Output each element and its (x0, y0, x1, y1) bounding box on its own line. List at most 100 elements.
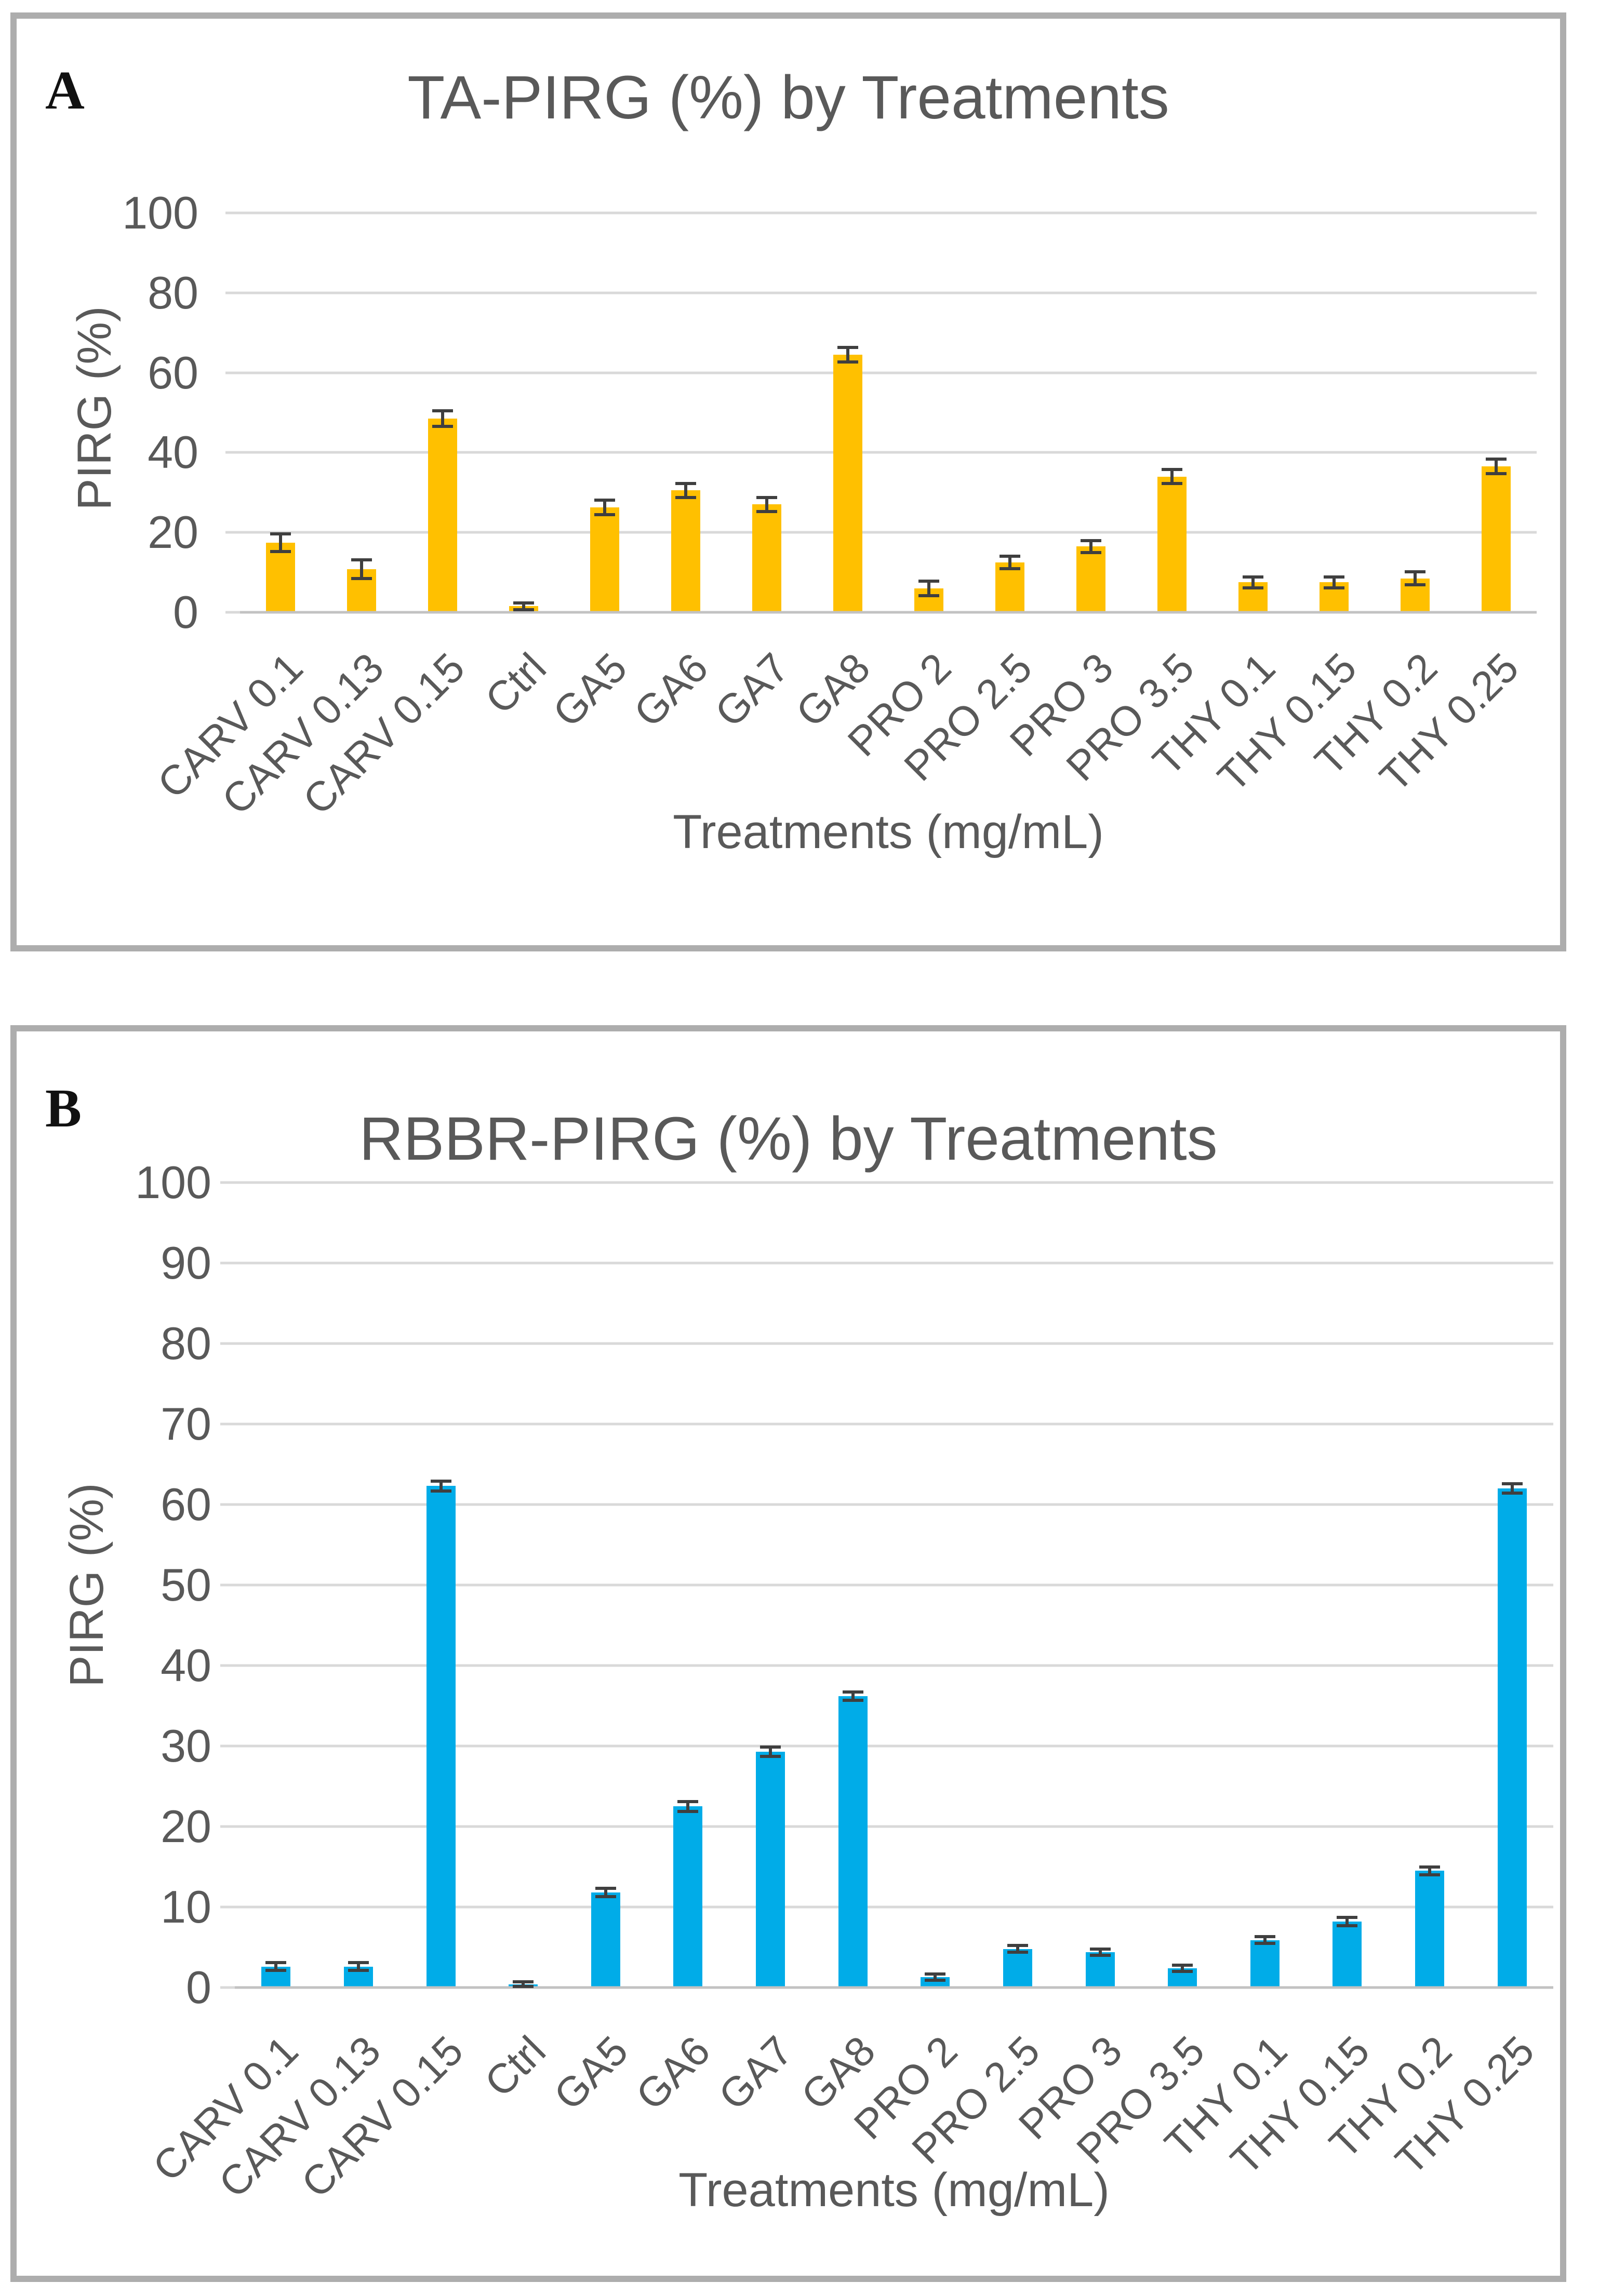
error-bar (522, 603, 525, 610)
y-tick-mark (220, 1744, 235, 1748)
error-bar-cap (595, 1895, 616, 1898)
error-bar-cap (594, 513, 615, 516)
error-bar-cap (1405, 583, 1425, 586)
error-bar-cap (270, 532, 291, 536)
y-tick-label: 20 (161, 1801, 211, 1852)
error-bar-cap (1501, 1492, 1523, 1495)
gridline (235, 1744, 1553, 1748)
error-bar-cap (925, 1979, 946, 1982)
gridline (235, 1664, 1553, 1667)
error-bar (1089, 540, 1092, 553)
y-tick-label: 60 (148, 346, 198, 398)
error-bar-cap (925, 1972, 946, 1976)
error-bar-cap (1162, 467, 1182, 471)
x-tick-label: GA6 (627, 2027, 719, 2119)
error-bar-cap (677, 1800, 699, 1803)
error-bar (851, 1692, 855, 1700)
bar (266, 543, 295, 612)
error-bar-cap (1501, 1482, 1523, 1485)
gridline (235, 1181, 1553, 1184)
bar (1085, 1952, 1115, 1988)
bar (1250, 1940, 1280, 1988)
error-bar-cap (1081, 550, 1101, 554)
error-bar-cap (756, 495, 777, 499)
y-tick-label: 80 (148, 266, 198, 318)
gridline (240, 291, 1537, 294)
y-tick-mark (220, 1181, 235, 1184)
x-tick-label: Ctrl (475, 2027, 554, 2106)
error-bar (522, 1982, 525, 1987)
error-bar (1332, 576, 1336, 588)
error-bar-cap (1243, 575, 1263, 579)
y-tick-mark (225, 371, 240, 374)
error-bar (603, 500, 606, 515)
y-tick-label: 50 (161, 1559, 211, 1610)
gridline (235, 1422, 1553, 1426)
error-bar (1008, 556, 1011, 569)
error-bar (1495, 459, 1498, 474)
error-bar (1345, 1917, 1349, 1926)
error-bar (1016, 1945, 1019, 1952)
x-axis-line (240, 611, 1537, 614)
bar (426, 1486, 456, 1988)
error-bar (441, 410, 444, 427)
error-bar-cap (1486, 472, 1507, 476)
bar (590, 507, 619, 612)
y-tick-label: 90 (161, 1237, 211, 1288)
gridline (240, 531, 1537, 534)
error-bar-cap (1337, 1924, 1358, 1927)
y-tick-label: 80 (161, 1318, 211, 1369)
y-tick-label: 100 (122, 187, 198, 238)
error-bar-cap (1000, 554, 1020, 558)
error-bar (1170, 469, 1174, 484)
chart-b-x-axis-title: Treatments (mg/mL) (678, 2164, 1110, 2217)
error-bar-cap (594, 498, 615, 502)
gridline (240, 451, 1537, 454)
y-tick-label: 0 (173, 586, 198, 638)
gridline (235, 1905, 1553, 1909)
y-tick-label: 0 (186, 1962, 211, 2013)
y-tick-label: 10 (161, 1881, 211, 1932)
y-tick-mark (220, 1986, 235, 1989)
error-bar-cap (1254, 1935, 1275, 1939)
x-tick-label: GA6 (625, 644, 717, 736)
error-bar-cap (760, 1745, 781, 1749)
chart-b-plot-area: 0 10 20 30 40 50 60 70 80 90 100 CARV 0.1 CARV 0.13 C… (135, 1160, 1553, 2206)
gridline (240, 371, 1537, 374)
error-bar-cap (513, 601, 534, 605)
error-bar (360, 560, 363, 579)
error-bar-cap (265, 1961, 287, 1964)
error-bar-cap (677, 1809, 699, 1813)
bar (1003, 1949, 1032, 1988)
bar (756, 1751, 785, 1988)
y-tick-mark (220, 1422, 235, 1426)
error-bar (274, 1962, 278, 1971)
bar (752, 504, 781, 612)
error-bar (1098, 1949, 1102, 1955)
x-tick-label: GA5 (544, 644, 636, 736)
bar (1332, 1921, 1362, 1988)
error-bar-cap (351, 576, 372, 580)
gridline (235, 1261, 1553, 1265)
gridline (235, 1583, 1553, 1587)
error-bar-cap (270, 550, 291, 554)
panel-a: A TA-PIRG (%) by Treatments PIRG (%) 0 20… (10, 12, 1566, 951)
error-bar (279, 534, 282, 552)
error-bar (846, 347, 849, 362)
error-bar-cap (1324, 575, 1344, 579)
error-bar-cap (513, 608, 534, 611)
y-tick-label: 60 (161, 1479, 211, 1530)
bar (833, 355, 862, 612)
error-bar-cap (1089, 1954, 1111, 1957)
error-bar-cap (837, 360, 858, 364)
error-bar (1263, 1937, 1267, 1943)
bar (1497, 1488, 1527, 1988)
bar (1482, 466, 1511, 612)
error-bar-cap (348, 1961, 369, 1964)
error-bar-cap (837, 346, 858, 350)
y-tick-label: 20 (148, 506, 198, 558)
panel-b: B RBBR-PIRG (%) by Treatments PIRG (%) 0… (10, 1025, 1566, 2282)
bar (995, 562, 1024, 612)
error-bar (439, 1481, 443, 1491)
